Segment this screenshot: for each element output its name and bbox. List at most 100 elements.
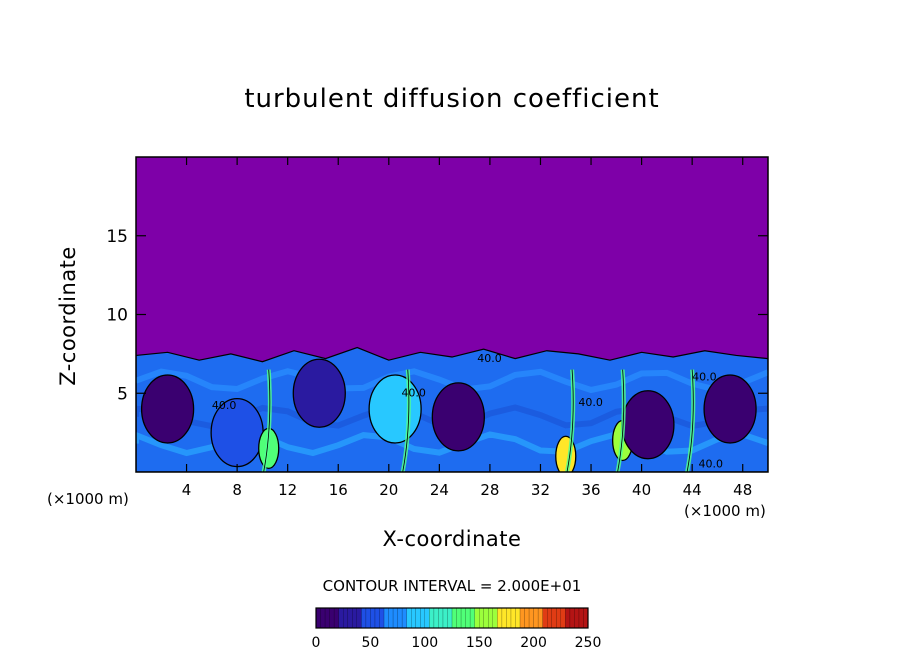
contour-label: 40.0 — [401, 386, 426, 399]
x-tick-label: 48 — [733, 481, 752, 499]
colorbar-swatch — [501, 608, 507, 628]
colorbar-swatch — [497, 608, 503, 628]
colorbar-tick-label: 0 — [312, 635, 321, 651]
colorbar-swatch — [520, 608, 526, 628]
x-tick-label: 24 — [430, 481, 449, 499]
contour-label: 40.0 — [477, 352, 502, 365]
colorbar-swatch — [388, 608, 394, 628]
x-tick-label: 44 — [683, 481, 702, 499]
colorbar-swatch — [397, 608, 403, 628]
colorbar-swatch — [556, 608, 562, 628]
contour-interval-text: CONTOUR INTERVAL = 2.000E+01 — [322, 577, 582, 595]
plume-contour — [686, 369, 694, 472]
z-unit-label: (×1000 m) — [47, 490, 129, 508]
colorbar-swatch — [343, 608, 349, 628]
colorbar-swatch — [479, 608, 485, 628]
colorbar-swatch — [578, 608, 584, 628]
colorbar-swatch — [334, 608, 340, 628]
colorbar-swatch — [510, 608, 516, 628]
colorbar-swatch — [415, 608, 421, 628]
colorbar-swatch — [338, 608, 344, 628]
plume-contour — [566, 369, 574, 472]
contour-label: 40.0 — [698, 457, 723, 470]
colorbar-swatch — [352, 608, 358, 628]
colorbar-swatch — [420, 608, 426, 628]
colorbar: 0 50 100 150 200 250 — [312, 607, 602, 651]
y-tick-label: 15 — [106, 227, 128, 247]
colorbar-swatch — [433, 608, 439, 628]
colorbar-swatch — [529, 608, 535, 628]
contour-label: 40.0 — [212, 399, 237, 412]
x-tick-label: 36 — [581, 481, 600, 499]
heatmap-field: 40.0 40.0 40.0 40.0 40.0 40.0 — [136, 157, 768, 472]
colorbar-swatch — [361, 608, 367, 628]
colorbar-swatch — [583, 608, 589, 628]
colorbar-swatch — [347, 608, 353, 628]
colorbar-swatch — [533, 608, 539, 628]
colorbar-swatch — [370, 608, 376, 628]
x-tick-label: 20 — [379, 481, 398, 499]
colorbar-swatch — [456, 608, 462, 628]
y-tick-label: 10 — [106, 306, 128, 326]
x-tick-label: 12 — [278, 481, 297, 499]
colorbar-swatch — [551, 608, 557, 628]
colorbar-swatch — [506, 608, 512, 628]
colorbar-swatch — [384, 608, 390, 628]
colorbar-swatch — [379, 608, 385, 628]
colorbar-frame — [315, 607, 589, 629]
x-tick-label: 32 — [531, 481, 550, 499]
x-tick-label: 40 — [632, 481, 651, 499]
colorbar-swatch — [411, 608, 417, 628]
y-tick-label: 5 — [117, 384, 128, 404]
eddy-cell — [431, 382, 485, 452]
plume-contour — [402, 369, 410, 472]
colorbar-swatch — [547, 608, 553, 628]
colorbar-swatch — [569, 608, 575, 628]
contour-label: 40.0 — [578, 396, 603, 409]
colorbar-swatch — [452, 608, 458, 628]
colorbar-tick-label: 150 — [466, 635, 493, 651]
colorbar-tick-label: 200 — [520, 635, 547, 651]
colorbar-swatch — [356, 608, 362, 628]
colorbar-swatch — [447, 608, 453, 628]
colorbar-swatch — [538, 608, 544, 628]
eddy-cell — [621, 390, 675, 460]
plume-contour — [263, 369, 271, 472]
colorbar-swatch — [374, 608, 380, 628]
eddy-cell — [368, 374, 422, 444]
colorbar-swatch — [488, 608, 494, 628]
x-tick-label: 8 — [232, 481, 242, 499]
colorbar-swatch — [474, 608, 480, 628]
colorbar-swatch — [316, 608, 322, 628]
colorbar-swatch — [424, 608, 430, 628]
colorbar-swatch — [325, 608, 331, 628]
colorbar-swatch — [560, 608, 566, 628]
colorbar-swatch — [542, 608, 548, 628]
colorbar-swatch — [574, 608, 580, 628]
colorbar-swatch — [406, 608, 412, 628]
plume-contour — [617, 369, 625, 472]
colorbar-swatch — [429, 608, 435, 628]
colorbar-tick-label: 50 — [361, 635, 379, 651]
colorbar-swatch — [442, 608, 448, 628]
chart-title: turbulent diffusion coefficient — [244, 84, 660, 114]
x-unit-label: (×1000 m) — [684, 502, 766, 520]
colorbar-swatch — [393, 608, 399, 628]
colorbar-swatch — [470, 608, 476, 628]
colorbar-tick-label: 250 — [575, 635, 602, 651]
colorbar-swatch — [329, 608, 335, 628]
x-tick-label: 4 — [182, 481, 192, 499]
eddy-cell — [292, 358, 346, 428]
colorbar-swatch — [461, 608, 467, 628]
x-tick-label: 28 — [480, 481, 499, 499]
x-tick-label: 16 — [329, 481, 348, 499]
x-axis-label: X-coordinate — [382, 527, 522, 551]
colorbar-swatch — [515, 608, 521, 628]
colorbar-swatch — [465, 608, 471, 628]
contour-label: 40.0 — [692, 371, 717, 384]
colorbar-swatch — [565, 608, 571, 628]
colorbar-swatch — [402, 608, 408, 628]
eddy-cell — [703, 374, 757, 444]
